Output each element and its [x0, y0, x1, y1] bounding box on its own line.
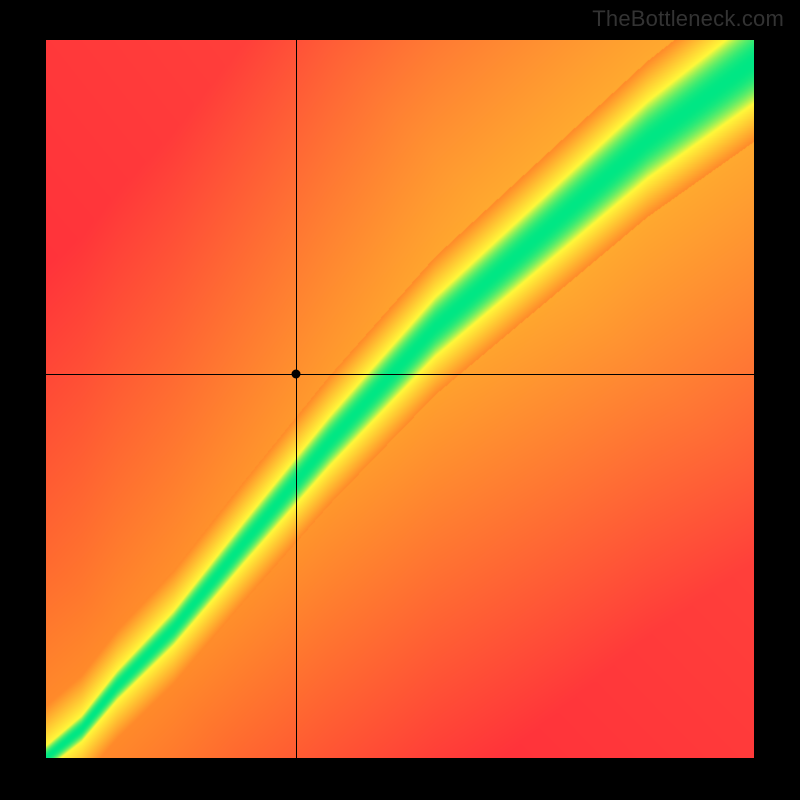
selection-marker — [291, 369, 300, 378]
bottleneck-heatmap — [46, 40, 754, 758]
crosshair-horizontal — [46, 374, 754, 375]
watermark-text: TheBottleneck.com — [592, 6, 784, 32]
plot-area — [46, 40, 754, 758]
crosshair-vertical — [296, 40, 297, 758]
